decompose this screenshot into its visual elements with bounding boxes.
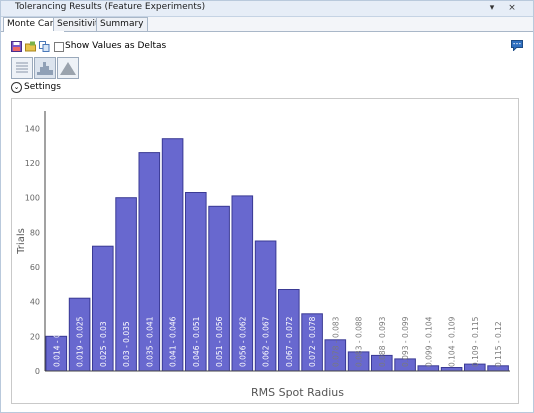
bar-range-label: 0.104 - 0.109	[448, 316, 457, 367]
y-axis-title: Trials	[16, 228, 27, 255]
histogram-svg: 0.014 - 0.019 0.019 - 0.025 0.025 - 0.03 0.…	[16, 111, 510, 399]
bar-range-label: 0.088 - 0.093	[378, 316, 387, 367]
x-axis-title: RMS Spot Radius	[251, 386, 344, 399]
chevron-down-icon[interactable]: ⌄	[11, 82, 22, 93]
close-button[interactable]: ×	[508, 3, 516, 13]
histogram-bar[interactable]	[440, 367, 463, 372]
bar-range-label: 0.115 - 0.12	[494, 321, 503, 367]
bar-range-label: 0.03 - 0.035	[122, 321, 131, 367]
histogram-view-button[interactable]	[34, 57, 56, 79]
tab-strip: Monte Carlo Sensitivity Summary	[1, 17, 533, 32]
bar-range-label: 0.051 - 0.056	[215, 316, 224, 367]
histogram-chart: 0.014 - 0.019 0.019 - 0.025 0.025 - 0.03 0.…	[11, 98, 519, 404]
area-chart-icon	[60, 62, 76, 75]
bar-range-label: 0.019 - 0.025	[76, 316, 85, 367]
bar-range-label: 0.072 - 0.078	[308, 316, 317, 367]
bar-range-label: 0.025 - 0.03	[99, 321, 108, 367]
window-title: Tolerancing Results (Feature Experiments…	[15, 2, 206, 12]
y-tick-label: 100	[25, 194, 40, 203]
bar-range-label: 0.099 - 0.104	[424, 316, 433, 367]
bar-range-label: 0.078 - 0.083	[331, 316, 340, 367]
cumulative-view-button[interactable]	[57, 57, 79, 79]
bar-range-label: 0.067 - 0.072	[285, 316, 294, 367]
tab-summary[interactable]: Summary	[96, 17, 148, 31]
histogram-icon	[37, 62, 53, 75]
y-tick-label: 140	[25, 124, 40, 133]
y-tick-label: 0	[35, 367, 40, 376]
y-tick-label: 20	[30, 332, 40, 341]
bar-range-label: 0.035 - 0.041	[145, 316, 154, 367]
y-tick-label: 60	[30, 263, 40, 272]
table-view-button[interactable]	[11, 57, 33, 79]
open-folder-icon[interactable]	[25, 41, 36, 52]
bar-range-label: 0.093 - 0.099	[401, 316, 410, 367]
title-bar: Tolerancing Results (Feature Experiments…	[1, 1, 533, 17]
bar-range-label: 0.083 - 0.088	[355, 316, 364, 367]
show-deltas-checkbox[interactable]	[54, 42, 64, 52]
y-tick-label: 40	[30, 298, 40, 307]
bar-range-label: 0.041 - 0.046	[169, 316, 178, 367]
bar-range-label: 0.056 - 0.062	[238, 316, 247, 367]
save-icon[interactable]	[11, 41, 22, 52]
bar-range-label: 0.109 - 0.115	[471, 316, 480, 367]
list-icon	[16, 62, 28, 73]
comment-icon[interactable]	[511, 40, 523, 52]
copy-icon[interactable]	[39, 41, 50, 52]
y-tick-label: 120	[25, 159, 40, 168]
bar-range-label: 0.062 - 0.067	[262, 316, 271, 367]
window-menu-button[interactable]: ▾	[489, 3, 495, 13]
y-tick-label: 80	[30, 228, 40, 237]
settings-label[interactable]: Settings	[24, 82, 61, 92]
show-deltas-label: Show Values as Deltas	[65, 41, 167, 51]
bar-range-label: 0.014 - 0.019	[52, 316, 61, 367]
bar-range-label: 0.046 - 0.051	[192, 316, 201, 367]
